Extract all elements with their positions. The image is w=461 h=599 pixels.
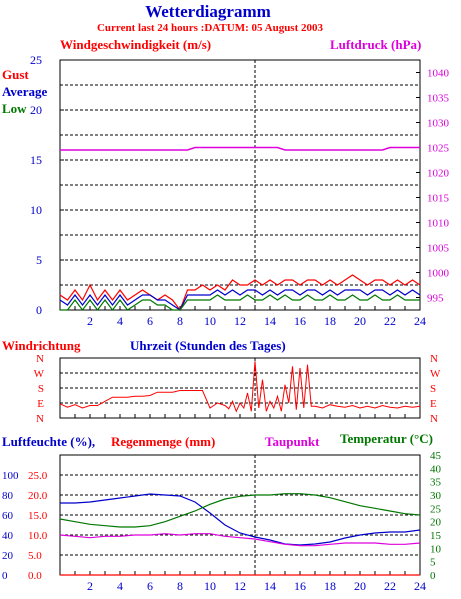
legend-gust: Gust: [2, 67, 29, 82]
rain-y-tick-label: 10.0: [28, 530, 48, 542]
temperature-y-tick-label: 25: [430, 503, 442, 515]
pressure-y-tick-label: 1035: [427, 93, 450, 105]
pressure-y-tick-label: 1030: [427, 118, 450, 130]
temperature-y-tick-label: 20: [430, 517, 442, 529]
taupunkt-series-line: [59, 533, 421, 547]
humidity-y-tick-label: 20: [2, 550, 14, 562]
wind-y-tick-label: 25: [30, 53, 42, 67]
rain-title: Regenmenge (mm): [111, 434, 215, 449]
climate-x-tick-label: 14: [264, 579, 276, 593]
humidity-y-tick-label: 80: [2, 490, 14, 502]
climate-x-tick-label: 2: [87, 579, 93, 593]
climate-x-tick-label: 4: [117, 579, 123, 593]
dewpoint-title: Taupunkt: [265, 434, 320, 449]
temperature-y-tick-label: 10: [430, 543, 442, 555]
luftfeuchte-series-line: [60, 493, 421, 546]
direction-y-tick-label-right: S: [430, 383, 436, 395]
wind-y-tick-label: 0: [36, 303, 42, 317]
wind-x-tick-label: 6: [147, 314, 153, 328]
direction-y-tick-label-left: S: [38, 383, 44, 395]
direction-y-tick-label-right: N: [430, 353, 438, 365]
climate-x-tick-label: 6: [147, 579, 153, 593]
pressure-y-tick-label: 1010: [427, 218, 450, 230]
legend-average: Average: [2, 84, 47, 99]
low-series-line: [60, 294, 420, 311]
climate-x-tick-label: 18: [324, 579, 336, 593]
direction-y-tick-label-left: E: [37, 398, 44, 410]
rain-y-tick-label: 20.0: [28, 490, 48, 502]
wind-x-tick-label: 8: [177, 314, 183, 328]
temperature-y-tick-label: 35: [430, 477, 442, 489]
direction-y-tick-label-left: N: [36, 413, 44, 425]
wind-x-tick-label: 2: [87, 314, 93, 328]
temperature-y-tick-label: 15: [430, 530, 442, 542]
humidity-y-tick-label: 60: [2, 510, 14, 522]
climate-x-tick-label: 16: [294, 579, 306, 593]
wind-x-tick-label: 22: [384, 314, 396, 328]
temperature-y-tick-label: 5: [430, 557, 436, 569]
pressure-y-tick-label: 1015: [427, 193, 450, 205]
direction-y-tick-label-right: E: [430, 398, 437, 410]
climate-x-tick-label: 20: [354, 579, 366, 593]
plot-area: 0510152025995100010051010101510201025103…: [2, 53, 450, 593]
climate-x-tick-label: 8: [177, 579, 183, 593]
pressure-y-tick-label: 1020: [427, 168, 450, 180]
humidity-y-tick-label: 40: [2, 530, 14, 542]
rain-y-tick-label: 15.0: [28, 510, 48, 522]
temperature-y-tick-label: 30: [430, 490, 442, 502]
humidity-title: Luftfeuchte (%),: [2, 434, 95, 449]
humidity-y-tick-label: 0: [2, 570, 8, 582]
pressure-y-tick-label: 1000: [427, 268, 450, 280]
pressure-y-tick-label: 1040: [427, 68, 450, 80]
wind-x-tick-label: 24: [414, 314, 426, 328]
temperature-y-tick-label: 40: [430, 463, 442, 475]
climate-x-tick-label: 12: [234, 579, 246, 593]
wind-x-tick-label: 20: [354, 314, 366, 328]
wind-x-tick-label: 14: [264, 314, 276, 328]
pressure-y-tick-label: 1025: [427, 143, 450, 155]
time-axis-title: Uhrzeit (Stunden des Tages): [130, 338, 286, 353]
direction-y-tick-label-right: W: [430, 368, 441, 380]
humidity-y-tick-label: 100: [2, 470, 19, 482]
gust-series-line: [59, 274, 421, 312]
pressure-y-tick-label: 995: [427, 293, 444, 305]
page-title: Wetterdiagramm: [145, 2, 271, 21]
wind-x-tick-label: 16: [294, 314, 306, 328]
direction-y-tick-label-left: N: [36, 353, 44, 365]
luftdruck-series-line: [60, 146, 420, 151]
climate-x-tick-label: 24: [414, 579, 426, 593]
climate-x-tick-label: 10: [204, 579, 216, 593]
pressure-y-tick-label: 1005: [427, 243, 450, 255]
direction-y-tick-label-left: W: [34, 368, 45, 380]
wind-y-tick-label: 10: [30, 203, 42, 217]
wind-direction-title: Windrichtung: [2, 338, 81, 353]
pressure-title: Luftdruck (hPa): [330, 37, 421, 52]
temperature-title: Temperatur (°C): [340, 431, 433, 446]
legend-low: Low: [2, 101, 27, 116]
wind-x-tick-label: 4: [117, 314, 123, 328]
rain-y-tick-label: 5.0: [28, 550, 42, 562]
temperature-y-tick-label: 45: [430, 450, 442, 462]
average-series-line: [59, 289, 421, 311]
temperatur-series-line: [59, 493, 421, 528]
wind-speed-title: Windgeschwindigkeit (m/s): [60, 37, 211, 52]
temperature-y-tick-label: 0: [430, 570, 436, 582]
wind-y-tick-label: 20: [30, 103, 42, 117]
direction-y-tick-label-right: N: [430, 413, 438, 425]
wind-x-tick-label: 18: [324, 314, 336, 328]
wind-x-tick-label: 10: [204, 314, 216, 328]
page-subtitle: Current last 24 hours :DATUM: 05 August …: [97, 22, 324, 34]
climate-x-tick-label: 22: [384, 579, 396, 593]
rain-y-tick-label: 0.0: [28, 570, 42, 582]
wind-direction-series-line: [59, 361, 421, 413]
rain-y-tick-label: 25.0: [28, 470, 48, 482]
wind-x-tick-label: 12: [234, 314, 246, 328]
wind-y-tick-label: 15: [30, 153, 42, 167]
wind-y-tick-label: 5: [36, 253, 42, 267]
